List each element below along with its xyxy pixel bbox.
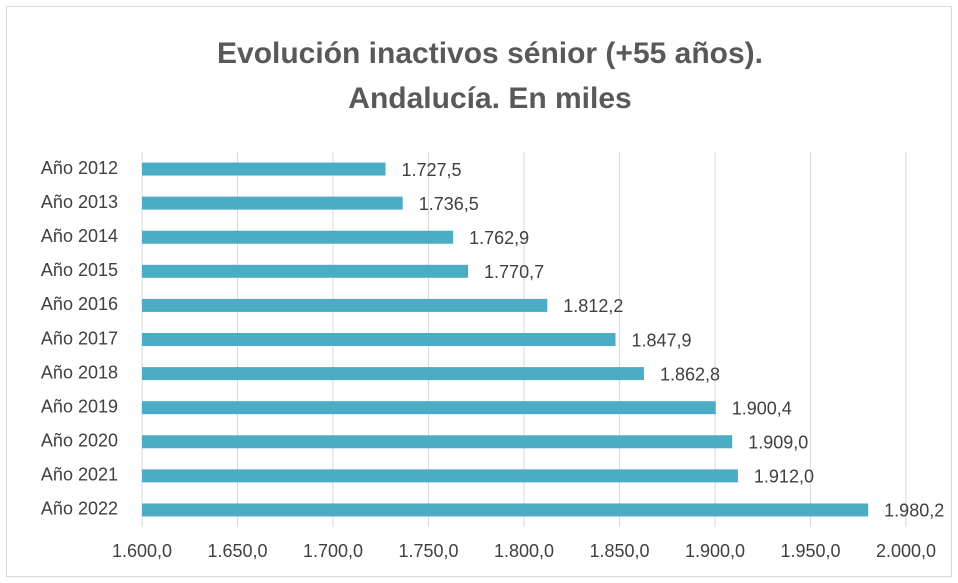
x-tick-label: 1.700,0 (303, 541, 363, 561)
bar (142, 298, 548, 312)
bar (142, 333, 616, 346)
x-tick-label: 1.850,0 (589, 541, 649, 561)
y-tick-label: Año 2020 (41, 431, 118, 451)
x-tick-label: 1.950,0 (780, 541, 840, 561)
y-tick-label: Año 2022 (41, 499, 118, 519)
x-tick-label: 2.000,0 (876, 541, 936, 561)
y-tick-label: Año 2021 (41, 465, 118, 485)
chart-title: Evolución inactivos sénior (+55 años). (217, 37, 763, 70)
x-tick-label: 1.750,0 (398, 541, 458, 561)
data-label: 1.762,9 (469, 228, 529, 248)
data-label: 1.912,0 (754, 467, 814, 487)
y-tick-label: Año 2013 (41, 192, 118, 212)
bar (142, 196, 403, 210)
data-label: 1.847,9 (631, 330, 691, 350)
bar (142, 435, 733, 449)
x-tick-label: 1.900,0 (685, 541, 745, 561)
y-tick-label: Año 2019 (41, 396, 118, 416)
bar (142, 230, 454, 244)
y-tick-label: Año 2012 (41, 158, 118, 178)
data-label: 1.812,2 (563, 296, 623, 316)
bar (142, 367, 644, 381)
bar (142, 503, 869, 517)
bar (142, 162, 386, 176)
data-label: 1.909,0 (748, 433, 808, 453)
bar (142, 264, 469, 278)
x-tick-label: 1.800,0 (494, 541, 554, 561)
x-tick-label: 1.650,0 (207, 541, 267, 561)
data-label: 1.727,5 (402, 160, 462, 180)
y-tick-label: Año 2015 (41, 260, 118, 280)
y-tick-label: Año 2018 (41, 362, 118, 382)
chart-title: Andalucía. En miles (348, 82, 631, 115)
y-tick-label: Año 2016 (41, 294, 118, 314)
data-label: 1.736,5 (419, 194, 479, 214)
data-label: 1.862,8 (660, 364, 720, 384)
data-label: 1.770,7 (484, 262, 544, 282)
bar (142, 469, 738, 483)
y-tick-label: Año 2017 (41, 328, 118, 348)
bar (142, 401, 716, 415)
data-label: 1.980,2 (884, 501, 944, 521)
y-tick-label: Año 2014 (41, 226, 118, 246)
data-label: 1.900,4 (732, 398, 792, 418)
x-tick-label: 1.600,0 (112, 541, 172, 561)
